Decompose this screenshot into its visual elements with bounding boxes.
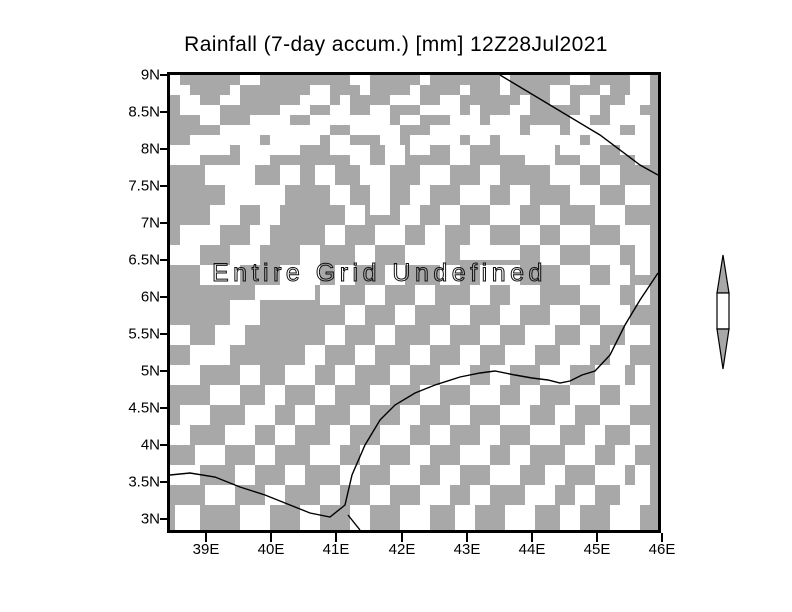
y-axis-labels: 9N 8.5N 8N 7.5N 7N 6.5N 6N 5.5N 5N 4.5N … <box>92 0 160 612</box>
ytick-4n: 4N <box>140 436 160 454</box>
xtick-40e: 40E <box>257 541 285 558</box>
ytick-5p5n: 5.5N <box>128 325 160 343</box>
ytick-6p5n: 6.5N <box>128 251 160 269</box>
xtick-45e: 45E <box>583 541 611 558</box>
rainfall-field-canvas <box>170 75 658 530</box>
ytick-6n: 6N <box>140 288 160 306</box>
ytick-5n: 5N <box>140 362 160 380</box>
colorbar-lower-arrow <box>716 328 730 370</box>
y-axis-tickmarks <box>160 74 169 520</box>
xtick-42e: 42E <box>388 541 416 558</box>
xtick-41e: 41E <box>322 541 350 558</box>
undefined-mask-cells <box>170 75 650 530</box>
map-plot-area <box>167 72 661 533</box>
xtick-39e: 39E <box>192 541 220 558</box>
ytick-8n: 8N <box>140 140 160 158</box>
x-axis-tickmarks <box>205 533 663 542</box>
colorbar-middle-box <box>716 292 730 330</box>
ytick-3n: 3N <box>140 510 160 528</box>
ytick-9n: 9N <box>140 66 160 84</box>
ytick-8p5n: 8.5N <box>128 103 160 121</box>
colorbar-upper-arrow <box>716 254 730 294</box>
xtick-46e: 46E <box>648 541 676 558</box>
page-title: Rainfall (7-day accum.) [mm] 12Z28Jul202… <box>184 33 608 56</box>
country-border-lines <box>170 75 658 530</box>
colorbar: 79977.3 7.99773 <box>707 253 751 371</box>
colorbar-swatch <box>716 254 730 370</box>
ytick-3p5n: 3.5N <box>128 473 160 491</box>
xtick-43e: 43E <box>453 541 481 558</box>
ytick-7p5n: 7.5N <box>128 177 160 195</box>
xtick-44e: 44E <box>518 541 546 558</box>
ytick-7n: 7N <box>140 214 160 232</box>
ytick-4p5n: 4.5N <box>128 399 160 417</box>
